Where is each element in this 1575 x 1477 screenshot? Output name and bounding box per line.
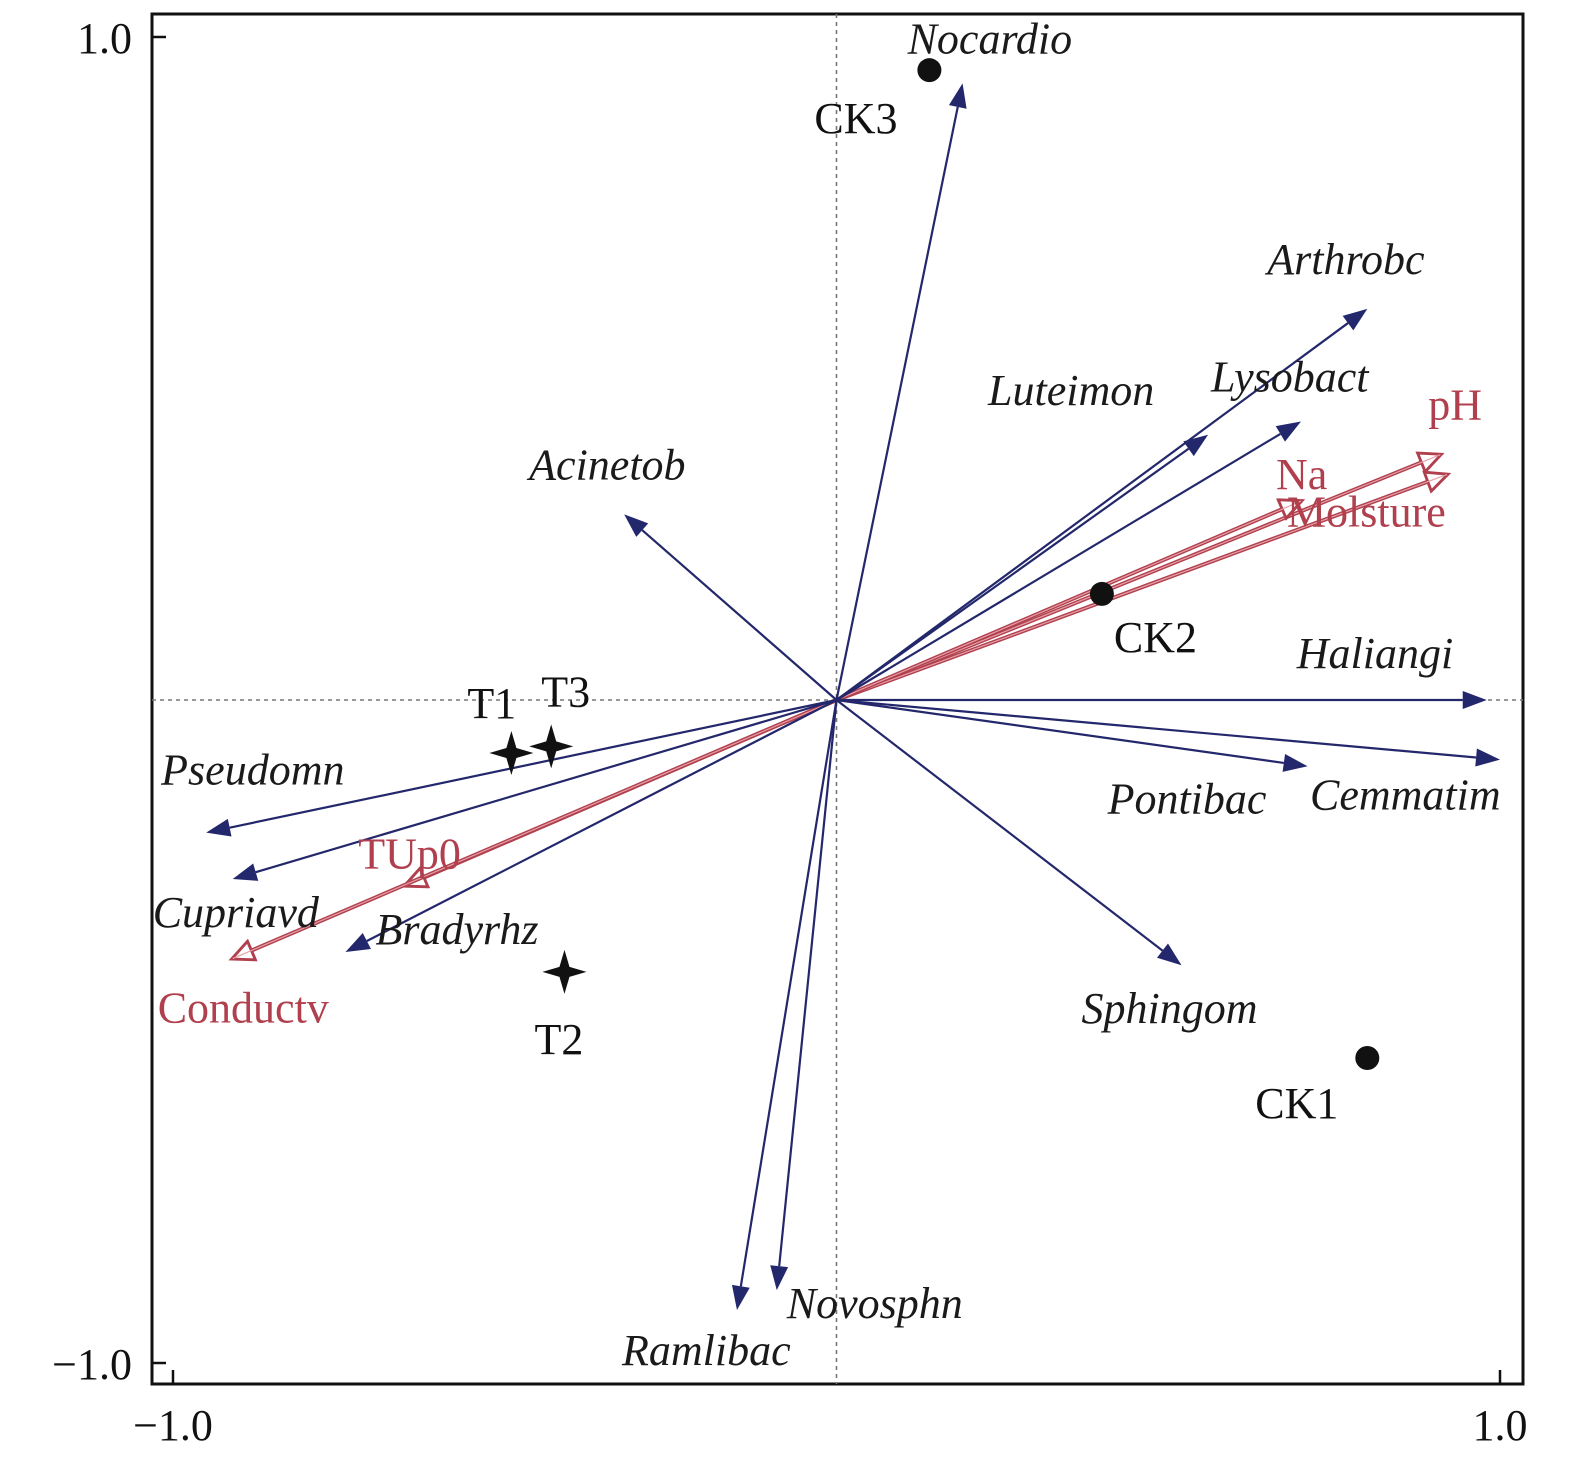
env-arrow-highlight	[836, 474, 1448, 701]
sample-label-ck3: CK3	[814, 94, 897, 143]
species-label-novosphn: Novosphn	[786, 1279, 963, 1328]
species-label-pseudomn: Pseudomn	[160, 746, 344, 795]
species-label-cemmatim: Cemmatim	[1310, 771, 1501, 820]
env-label-molsture: Molsture	[1287, 488, 1446, 537]
plot-frame	[150, 12, 1525, 1386]
sample-label-t3: T3	[541, 667, 590, 716]
species-label-acinetob: Acinetob	[526, 440, 685, 489]
species-label-haliangi: Haliangi	[1296, 629, 1453, 678]
sample-point-ck1	[1355, 1046, 1380, 1071]
species-label-ramlibac: Ramlibac	[621, 1326, 791, 1375]
sample-points	[489, 58, 1380, 1071]
species-arrow-acinetob	[641, 529, 838, 701]
env-arrow-highlight	[836, 500, 1302, 701]
species-arrows	[206, 83, 1500, 1310]
species-arrowhead	[1342, 308, 1368, 331]
species-label-sphingom: Sphingom	[1082, 984, 1258, 1033]
sample-point-t3	[529, 724, 574, 769]
species-arrowhead	[1157, 943, 1182, 966]
x-tick-label: −1.0	[133, 1401, 213, 1450]
species-arrow-cupriavd	[255, 698, 837, 874]
species-arrowhead	[1183, 434, 1209, 457]
sample-label-t2: T2	[534, 1015, 583, 1064]
env-arrow-highlight	[836, 454, 1441, 701]
sample-label-ck2: CK2	[1114, 613, 1197, 662]
sample-point-ck3	[917, 58, 942, 83]
env-label-tup0: TUp0	[358, 830, 461, 879]
species-label-cupriavd: Cupriavd	[153, 888, 320, 937]
species-arrowhead	[345, 932, 371, 952]
env-label-ph: pH	[1428, 381, 1482, 430]
species-arrow-cemmatim	[836, 698, 1477, 759]
y-tick-label: 1.0	[77, 14, 132, 63]
sample-point-t1	[489, 731, 534, 776]
species-arrow-sphingom	[835, 699, 1164, 952]
species-label-lysobact: Lysobact	[1210, 353, 1370, 402]
species-arrow-arthrobc	[835, 322, 1349, 701]
species-label-arthrobc: Arthrobc	[1264, 235, 1425, 284]
species-arrow-luteimon	[835, 447, 1190, 701]
env-label-na: Na	[1276, 450, 1327, 499]
sample-label-ck1: CK1	[1255, 1079, 1338, 1128]
env-arrow-highlight	[232, 699, 837, 960]
species-arrow-ramlibac	[739, 699, 838, 1287]
species-arrow-pseudomn	[229, 698, 837, 829]
sample-label-t1: T1	[467, 679, 516, 728]
species-arrowhead	[232, 863, 259, 881]
axes: −1.0 1.0 1.0 −1.0	[52, 12, 1528, 1450]
species-arrow-novosphn	[778, 699, 838, 1267]
env-label-conductv: Conductv	[158, 984, 329, 1033]
species-arrowhead	[770, 1265, 789, 1291]
species-label-luteimon: Luteimon	[987, 366, 1154, 415]
species-arrowhead	[1462, 691, 1487, 709]
x-tick-label: 1.0	[1473, 1401, 1528, 1450]
sample-point-t2	[542, 949, 587, 994]
species-arrow-bradyrhz	[366, 699, 838, 942]
sample-point-ck2	[1089, 581, 1114, 606]
species-arrowhead	[1282, 754, 1308, 772]
species-arrowhead	[206, 818, 232, 837]
species-arrowhead	[1475, 748, 1500, 767]
species-arrowhead	[1275, 421, 1301, 442]
species-arrow-nocardio	[835, 106, 959, 701]
environment-arrows	[233, 455, 1447, 959]
species-label-bradyrhz: Bradyrhz	[376, 905, 539, 954]
species-arrow-pontibac	[836, 698, 1284, 765]
species-arrow-lysobact	[835, 432, 1281, 701]
y-tick-label: −1.0	[52, 1340, 132, 1389]
species-label-pontibac: Pontibac	[1107, 774, 1267, 823]
species-arrowhead	[624, 514, 649, 537]
species-arrowhead	[948, 83, 967, 109]
species-arrowhead	[731, 1284, 750, 1310]
species-label-nocardio: Nocardio	[907, 14, 1073, 63]
